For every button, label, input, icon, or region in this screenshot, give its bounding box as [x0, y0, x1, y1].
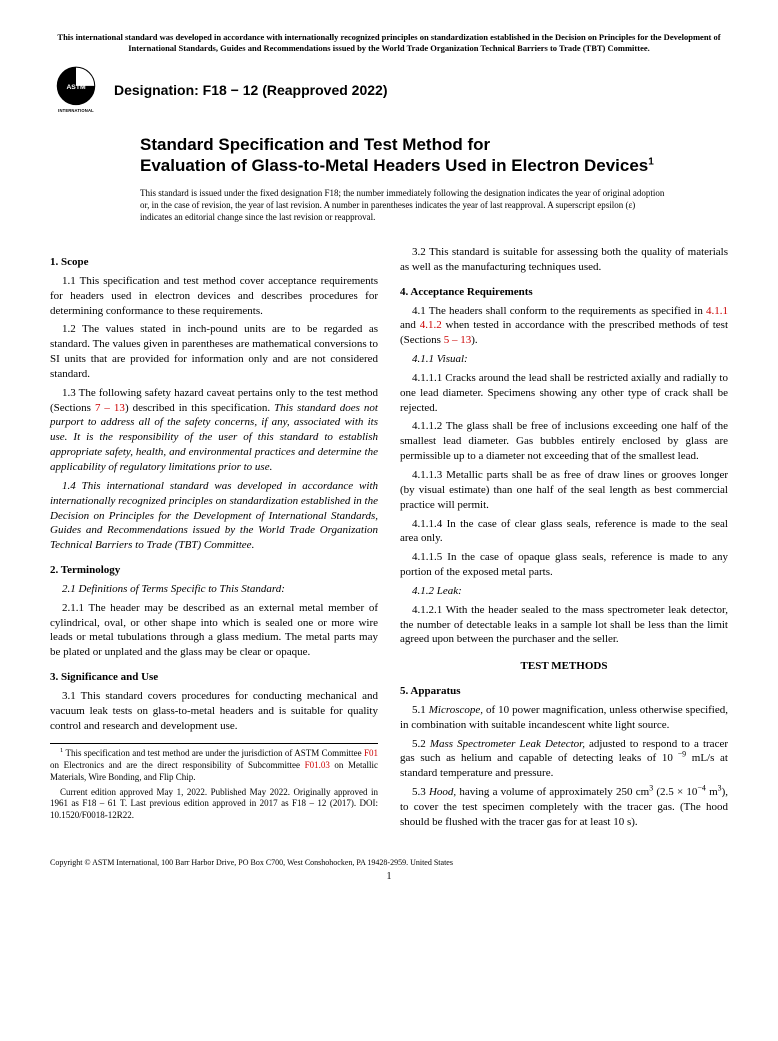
para-5-3: 5.3 Hood, having a volume of approximate… [400, 785, 728, 830]
para-1-3: 1.3 The following safety hazard caveat p… [50, 386, 378, 475]
issuance-note: This standard is issued under the fixed … [140, 187, 668, 223]
p53-a: 5.3 [412, 786, 429, 798]
para-2-1-1: 2.1.1 The header may be described as an … [50, 601, 378, 660]
link-sections-7-13[interactable]: 7 – 13 [95, 402, 125, 414]
p41-c: ). [471, 334, 477, 346]
para-3-1: 3.1 This standard covers procedures for … [50, 689, 378, 734]
copyright-line: Copyright © ASTM International, 100 Barr… [50, 858, 728, 867]
para-4-1-1-3: 4.1.1.3 Metallic parts shall be as free … [400, 468, 728, 513]
footnotes-block: 1 This specification and test method are… [50, 743, 378, 821]
link-4-1-2[interactable]: 4.1.2 [420, 319, 442, 331]
section-5-head: 5. Apparatus [400, 684, 728, 699]
link-committee-f01[interactable]: F01 [364, 748, 378, 758]
title-block: Standard Specification and Test Method f… [140, 134, 688, 177]
title-line1: Standard Specification and Test Method f… [140, 135, 490, 154]
p41-mid: and [400, 319, 420, 331]
para-5-1: 5.1 Microscope, of 10 power magnificatio… [400, 703, 728, 733]
p53-d: (2.5 × 10 [653, 786, 697, 798]
title-line2: Evaluation of Glass-to-Metal Headers Use… [140, 156, 648, 175]
page-container: This international standard was develope… [0, 0, 778, 902]
p53-e: m [706, 786, 718, 798]
p51-a: 5.1 [412, 704, 429, 716]
footnote-2: Current edition approved May 1, 2022. Pu… [50, 787, 378, 822]
para-4-1-1-4: 4.1.1.4 In the case of clear glass seals… [400, 517, 728, 547]
para-1-1: 1.1 This specification and test method c… [50, 274, 378, 319]
para-5-2: 5.2 Mass Spectrometer Leak Detector, adj… [400, 737, 728, 782]
top-committee-note: This international standard was develope… [50, 32, 728, 54]
section-1-head: 1. Scope [50, 255, 378, 270]
footnote-1: 1 This specification and test method are… [50, 748, 378, 783]
designation-text: Designation: F18 − 12 (Reapproved 2022) [114, 82, 387, 98]
p13-b: ) described in this specification. [125, 402, 274, 414]
para-4-1-2: 4.1.2 Leak: [400, 584, 728, 599]
p41-a: 4.1 The headers shall conform to the req… [412, 305, 706, 317]
p53-b: Hood, [429, 786, 456, 798]
p51-b: Microscope, [429, 704, 483, 716]
fn1-a: This specification and test method are u… [63, 748, 364, 758]
p52-exp: −9 [673, 750, 686, 759]
para-2-1: 2.1 Definitions of Terms Specific to Thi… [50, 582, 378, 597]
para-4-1-1: 4.1.1 Visual: [400, 352, 728, 367]
title-footnote-ref: 1 [648, 157, 654, 168]
section-3-head: 3. Significance and Use [50, 670, 378, 685]
link-4-1-1[interactable]: 4.1.1 [706, 305, 728, 317]
test-methods-heading: TEST METHODS [400, 659, 728, 674]
p52-a: 5.2 [412, 738, 430, 750]
fn1-b: on Electronics and are the direct respon… [50, 760, 305, 770]
standard-title: Standard Specification and Test Method f… [140, 134, 688, 177]
para-4-1-2-1: 4.1.2.1 With the header sealed to the ma… [400, 603, 728, 648]
para-4-1-1-2: 4.1.1.2 The glass shall be free of inclu… [400, 419, 728, 464]
para-4-1: 4.1 The headers shall conform to the req… [400, 304, 728, 349]
svg-text:ASTM: ASTM [66, 84, 86, 91]
section-4-head: 4. Acceptance Requirements [400, 285, 728, 300]
link-sections-5-13[interactable]: 5 – 13 [444, 334, 472, 346]
para-1-4: 1.4 This international standard was deve… [50, 479, 378, 553]
para-3-2: 3.2 This standard is suitable for assess… [400, 245, 728, 275]
para-4-1-1-1: 4.1.1.1 Cracks around the lead shall be … [400, 371, 728, 416]
para-4-1-1-5: 4.1.1.5 In the case of opaque glass seal… [400, 550, 728, 580]
page-number: 1 [50, 871, 728, 882]
p53-c: having a volume of approximately 250 cm [456, 786, 649, 798]
body-columns: 1. Scope 1.1 This specification and test… [50, 245, 728, 830]
p53-e2: −4 [697, 784, 705, 793]
section-2-head: 2. Terminology [50, 563, 378, 578]
header-row: ASTM INTERNATIONAL Designation: F18 − 12… [50, 64, 728, 116]
para-1-2: 1.2 The values stated in inch-pound unit… [50, 322, 378, 381]
link-subcommittee-f0103[interactable]: F01.03 [305, 760, 330, 770]
astm-logo-icon: ASTM INTERNATIONAL [50, 64, 102, 116]
svg-text:INTERNATIONAL: INTERNATIONAL [58, 108, 94, 113]
p52-b: Mass Spectrometer Leak Detector, [430, 738, 585, 750]
